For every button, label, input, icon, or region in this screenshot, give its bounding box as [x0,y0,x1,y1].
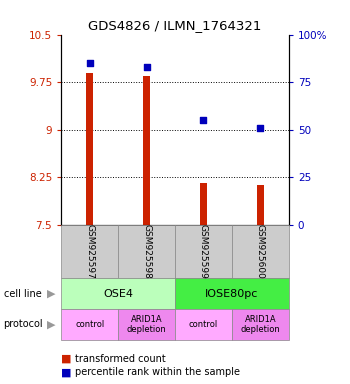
Text: control: control [189,320,218,329]
Text: ■: ■ [61,354,72,364]
Title: GDS4826 / ILMN_1764321: GDS4826 / ILMN_1764321 [88,19,262,32]
Text: cell line: cell line [4,289,41,299]
Text: transformed count: transformed count [75,354,166,364]
Point [87,60,92,66]
Point [258,125,263,131]
Text: ARID1A
depletion: ARID1A depletion [240,315,280,334]
Text: control: control [75,320,104,329]
Text: GSM925598: GSM925598 [142,224,151,279]
Text: GSM925597: GSM925597 [85,224,94,279]
Text: IOSE80pc: IOSE80pc [205,289,259,299]
Text: ARID1A
depletion: ARID1A depletion [127,315,167,334]
Text: protocol: protocol [4,319,43,329]
Text: percentile rank within the sample: percentile rank within the sample [75,367,240,377]
Point [201,117,206,123]
Text: GSM925600: GSM925600 [256,224,265,279]
Text: ▶: ▶ [47,289,55,299]
Text: ■: ■ [61,367,72,377]
Bar [143,76,150,225]
Point [144,64,149,70]
Bar [86,73,93,225]
Text: ▶: ▶ [47,319,55,329]
Text: OSE4: OSE4 [103,289,133,299]
Bar [257,185,264,225]
Bar [200,184,207,225]
Text: GSM925599: GSM925599 [199,224,208,279]
